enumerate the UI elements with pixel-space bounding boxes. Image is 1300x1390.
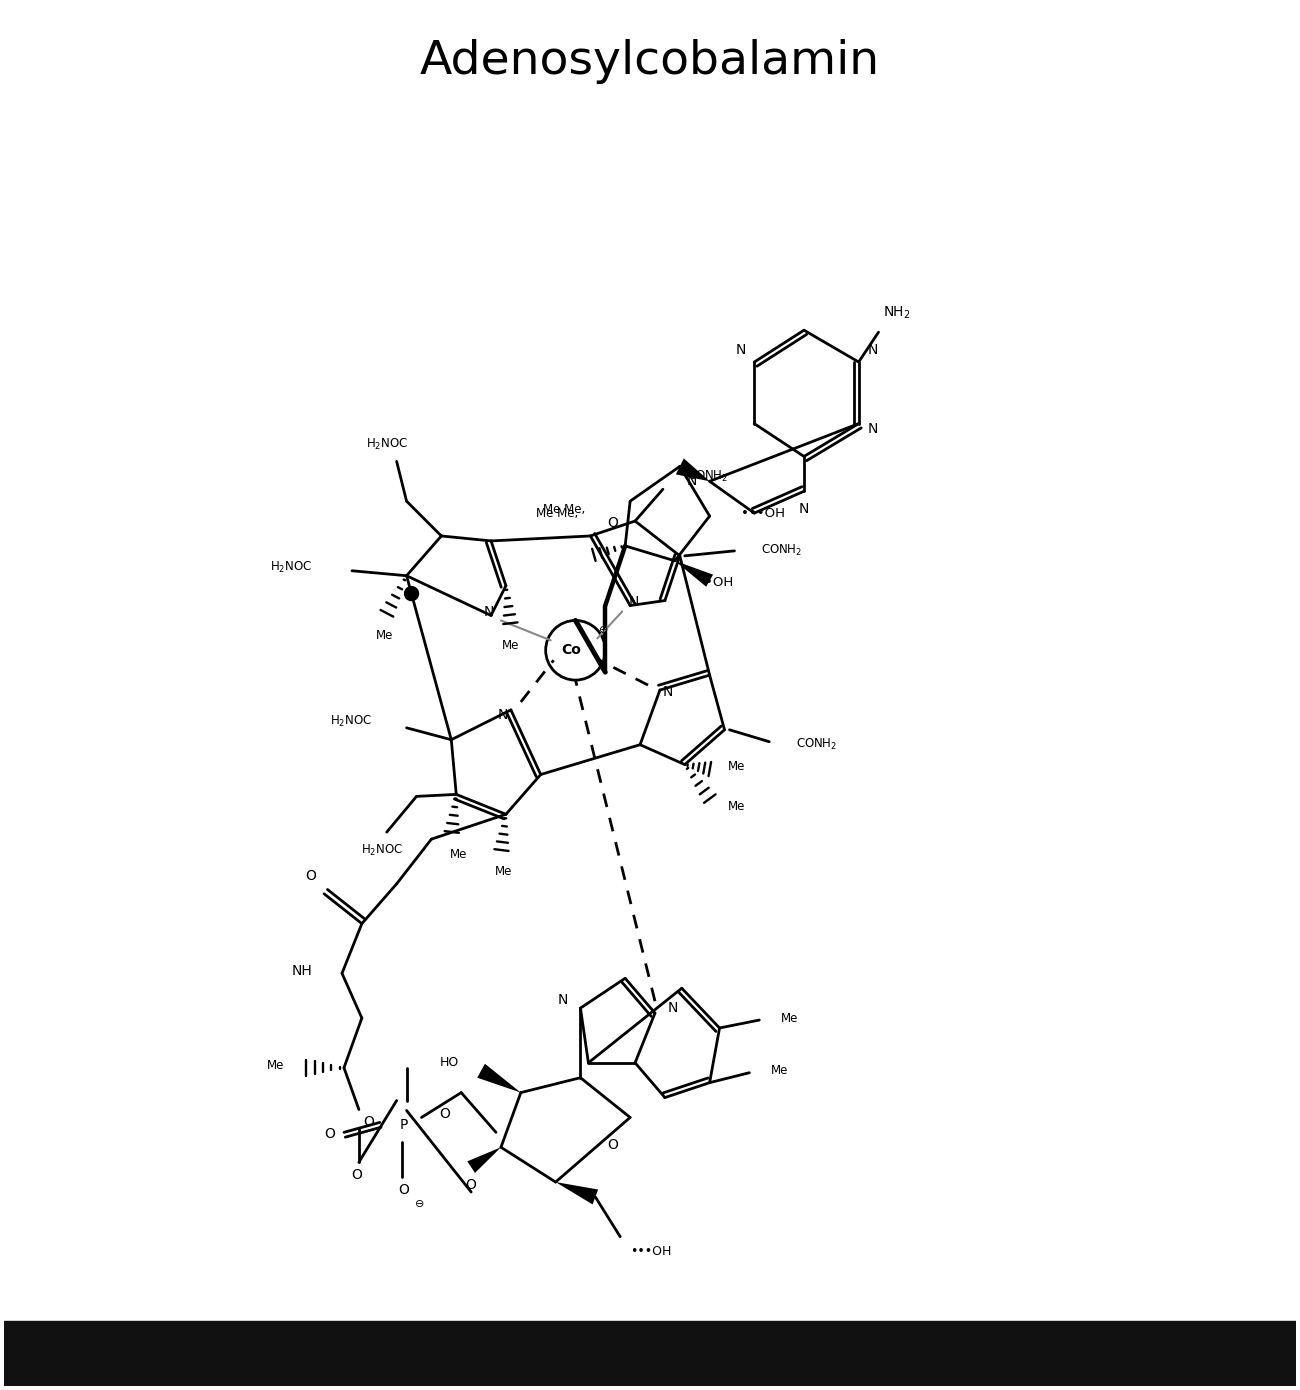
Text: NH: NH	[291, 965, 312, 979]
Text: Adenosylcobalamin: Adenosylcobalamin	[420, 39, 880, 83]
Text: H$_2$NOC: H$_2$NOC	[360, 842, 403, 858]
Text: N: N	[484, 605, 494, 619]
Text: Me: Me	[502, 639, 520, 652]
Text: Me Me,: Me Me,	[542, 503, 585, 516]
Text: H$_2$NOC: H$_2$NOC	[330, 714, 372, 730]
Text: Me: Me	[495, 866, 512, 878]
Text: N: N	[867, 421, 878, 435]
Polygon shape	[675, 560, 714, 587]
Text: H$_2$NOC: H$_2$NOC	[270, 560, 312, 575]
Text: N: N	[736, 343, 746, 357]
Text: Me: Me	[781, 1012, 798, 1024]
Text: O: O	[364, 1115, 374, 1130]
Text: O: O	[607, 516, 618, 530]
Text: CONH$_2$: CONH$_2$	[686, 468, 728, 484]
Text: CONH$_2$: CONH$_2$	[796, 737, 837, 752]
Text: O: O	[607, 1138, 618, 1152]
Circle shape	[404, 587, 419, 600]
Text: Me: Me	[450, 848, 467, 860]
Polygon shape	[555, 1182, 598, 1204]
Text: Me: Me	[728, 799, 745, 813]
Text: O: O	[465, 1179, 477, 1193]
Polygon shape	[467, 1147, 500, 1173]
Text: N: N	[663, 685, 673, 699]
Bar	[4, 1322, 1296, 1386]
Text: ⊕: ⊕	[598, 626, 608, 635]
Text: •OH: •OH	[705, 577, 733, 589]
Text: P: P	[399, 1119, 408, 1133]
Text: Me: Me	[728, 760, 745, 773]
Text: N: N	[498, 708, 508, 721]
Text: N: N	[686, 474, 697, 488]
Text: N: N	[558, 994, 568, 1008]
Polygon shape	[676, 459, 710, 481]
Text: O: O	[304, 869, 316, 883]
Text: O: O	[325, 1127, 335, 1141]
Text: O: O	[439, 1108, 450, 1122]
Text: •••OH: •••OH	[630, 1245, 672, 1258]
Text: N: N	[668, 1001, 679, 1015]
Text: Me: Me	[266, 1059, 285, 1072]
Text: N: N	[798, 502, 809, 516]
Text: N: N	[867, 343, 878, 357]
Text: HO: HO	[439, 1056, 459, 1069]
Text: CONH$_2$: CONH$_2$	[762, 543, 802, 559]
Polygon shape	[477, 1063, 521, 1093]
Text: •••OH: •••OH	[741, 506, 785, 520]
Text: N: N	[629, 595, 640, 609]
Text: Me: Me	[376, 628, 394, 642]
Text: O: O	[398, 1183, 410, 1197]
Text: ⊖: ⊖	[415, 1200, 424, 1209]
Text: H$_2$NOC: H$_2$NOC	[365, 436, 408, 452]
Text: NH$_2$: NH$_2$	[884, 304, 911, 321]
Text: O: O	[351, 1168, 363, 1182]
Text: Me Me,: Me Me,	[536, 506, 579, 520]
Text: Me: Me	[771, 1065, 789, 1077]
Text: Co: Co	[562, 644, 581, 657]
